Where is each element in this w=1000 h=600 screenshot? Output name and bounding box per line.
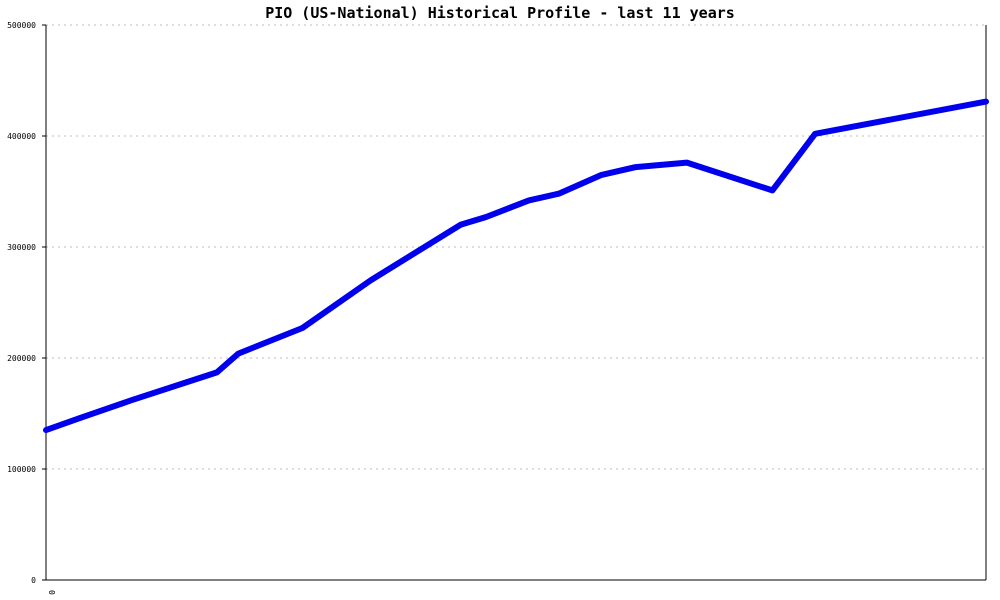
series-line [43, 98, 989, 434]
y-tick-label: 200000 [7, 354, 36, 363]
axes [42, 24, 987, 581]
y-tick-label: 500000 [7, 21, 36, 30]
y-tick-label: 300000 [7, 243, 36, 252]
y-tick-label: 0 [31, 576, 36, 585]
series-layer [43, 98, 989, 434]
chart-title: PIO (US-National) Historical Profile - l… [265, 4, 735, 22]
x-tick-label: 0 [47, 590, 56, 595]
y-tick-label: 100000 [7, 465, 36, 474]
y-tick-label: 400000 [7, 132, 36, 141]
tick-labels: 0 100000 200000 300000 400000 500000 0 [7, 21, 56, 595]
grid-lines [46, 24, 986, 470]
